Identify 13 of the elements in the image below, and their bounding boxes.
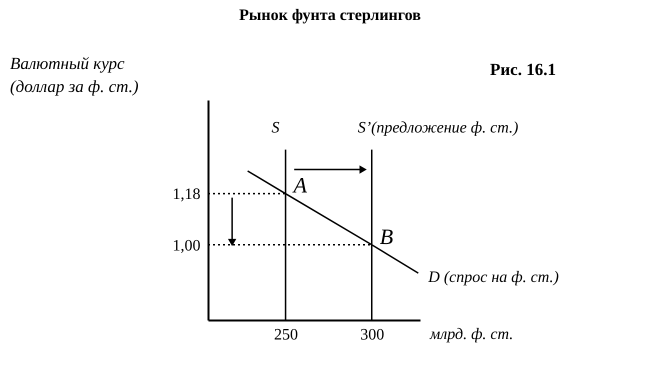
annotation: B — [380, 224, 394, 249]
y-tick-label: 1,18 — [172, 186, 200, 204]
series-label: S — [272, 120, 280, 137]
text: Рис. 16.1 — [490, 60, 556, 79]
annotation: A — [292, 172, 308, 198]
series-label: D (спрос на ф. ст.) — [427, 269, 559, 286]
chart-title: Рынок фунта стерлингов — [239, 7, 422, 24]
x-axis-title: млрд. ф. ст. — [429, 326, 514, 343]
x-tick-label: 250 — [274, 326, 298, 344]
x-tick-label: 300 — [360, 326, 384, 344]
series-label: S’(предложение ф. ст.) — [358, 120, 518, 137]
y-axis-title: Валютный курс (доллар за ф. ст.) — [10, 54, 139, 96]
y-tick-label: 1,00 — [172, 237, 200, 254]
